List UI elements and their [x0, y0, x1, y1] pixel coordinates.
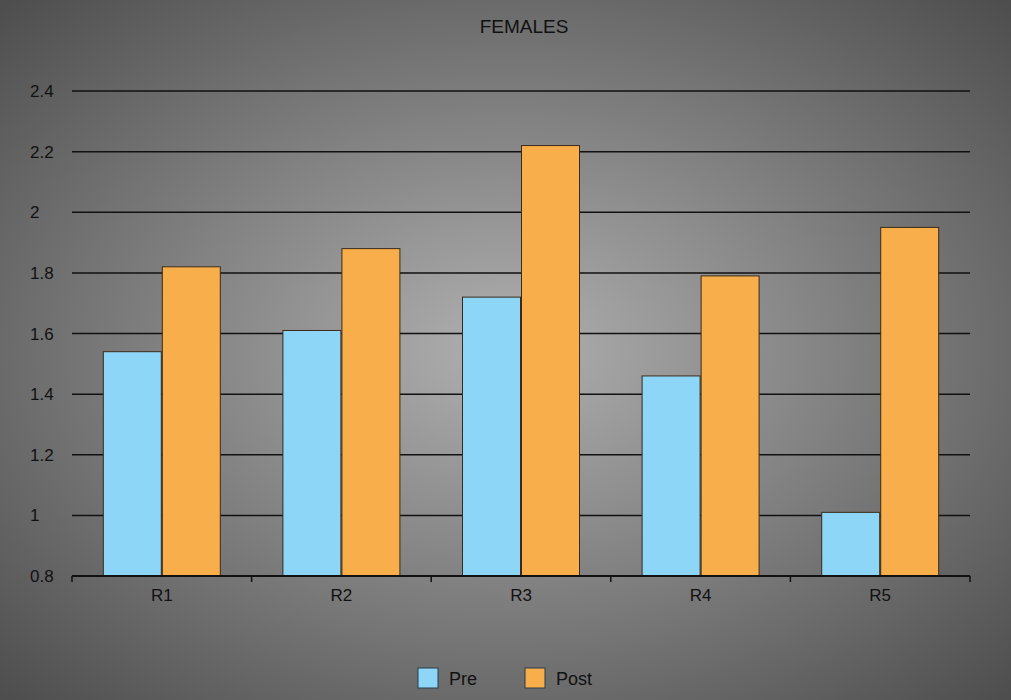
grid-line — [72, 90, 970, 92]
legend-swatch — [418, 668, 438, 688]
y-tick-label: 1.4 — [30, 385, 54, 404]
bar — [642, 376, 700, 576]
x-tick-label: R4 — [690, 586, 712, 605]
bars — [103, 146, 938, 576]
y-tick-label: 2.4 — [30, 82, 54, 101]
bar — [881, 227, 939, 576]
y-tick-label: 2 — [30, 203, 39, 222]
x-tick — [610, 576, 612, 582]
title: FEMALES — [480, 16, 569, 37]
background — [0, 0, 1011, 700]
bar — [463, 297, 521, 576]
x-tick-label: R5 — [869, 586, 891, 605]
bar — [701, 276, 759, 576]
bar — [522, 146, 580, 576]
bar — [162, 267, 220, 576]
grid-line — [72, 575, 970, 577]
x-tick-label: R1 — [151, 586, 173, 605]
bar — [822, 512, 880, 576]
bar — [342, 249, 400, 576]
y-tick-label: 1.8 — [30, 264, 54, 283]
chart: FEMALES 0.8 1 1.2 1.4 1.6 1.8 2 2.2 2.4 R1 R2 R3 R4 R5… — [0, 0, 1011, 700]
x-axis — [72, 575, 970, 577]
legend-label: Post — [556, 669, 592, 689]
x-tick — [71, 576, 73, 582]
y-tick-label: 1.2 — [30, 446, 54, 465]
x-tick — [969, 576, 971, 582]
bar — [103, 352, 161, 576]
x-tick-label: R2 — [331, 586, 353, 605]
y-tick-label: 1 — [30, 506, 39, 525]
x-tick — [790, 576, 792, 582]
legend-swatch — [525, 668, 545, 688]
bar — [283, 330, 341, 576]
x-tick — [430, 576, 432, 582]
y-tick-label: 2.2 — [30, 143, 54, 162]
legend-label: Pre — [449, 669, 477, 689]
x-tick-label: R3 — [510, 586, 532, 605]
y-tick-label: 0.8 — [30, 567, 54, 586]
x-tick — [251, 576, 253, 582]
y-tick-label: 1.6 — [30, 325, 54, 344]
